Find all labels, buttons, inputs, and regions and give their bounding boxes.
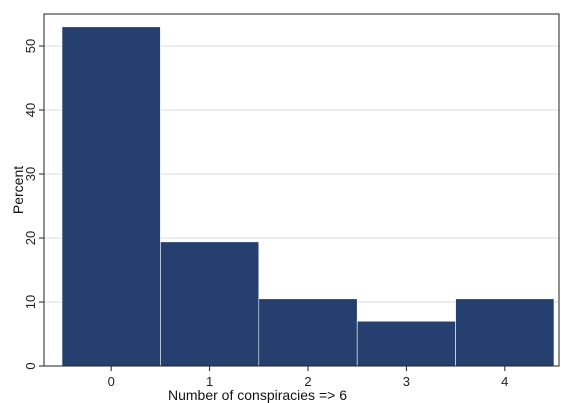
plot-frame — [43, 13, 560, 367]
bars — [61, 26, 555, 367]
bar-0 — [61, 26, 161, 367]
y-tick-label-50: 50 — [23, 39, 38, 53]
bar-1 — [160, 241, 260, 367]
x-tick-label-1: 1 — [206, 374, 213, 389]
y-axis-title: Percent — [10, 166, 26, 214]
bar-2 — [258, 298, 358, 367]
y-tick-label-0: 0 — [23, 362, 38, 369]
y-tick-label-20: 20 — [23, 231, 38, 245]
x-axis-title: Number of conspiracies => 6 — [168, 387, 347, 403]
axes — [43, 13, 560, 367]
y-axis-ticks: 0 10 20 30 40 50 — [23, 39, 44, 370]
x-tick-label-2: 2 — [304, 374, 311, 389]
x-tick-label-4: 4 — [501, 374, 508, 389]
y-tick-label-10: 10 — [23, 295, 38, 309]
x-axis-ticks: 0 1 2 3 4 — [108, 366, 508, 389]
y-tick-label-40: 40 — [23, 103, 38, 117]
bar-4 — [455, 298, 555, 367]
x-tick-label-0: 0 — [108, 374, 115, 389]
x-tick-label-3: 3 — [403, 374, 410, 389]
y-tick-label-30: 30 — [23, 167, 38, 181]
bar-3 — [356, 320, 456, 367]
